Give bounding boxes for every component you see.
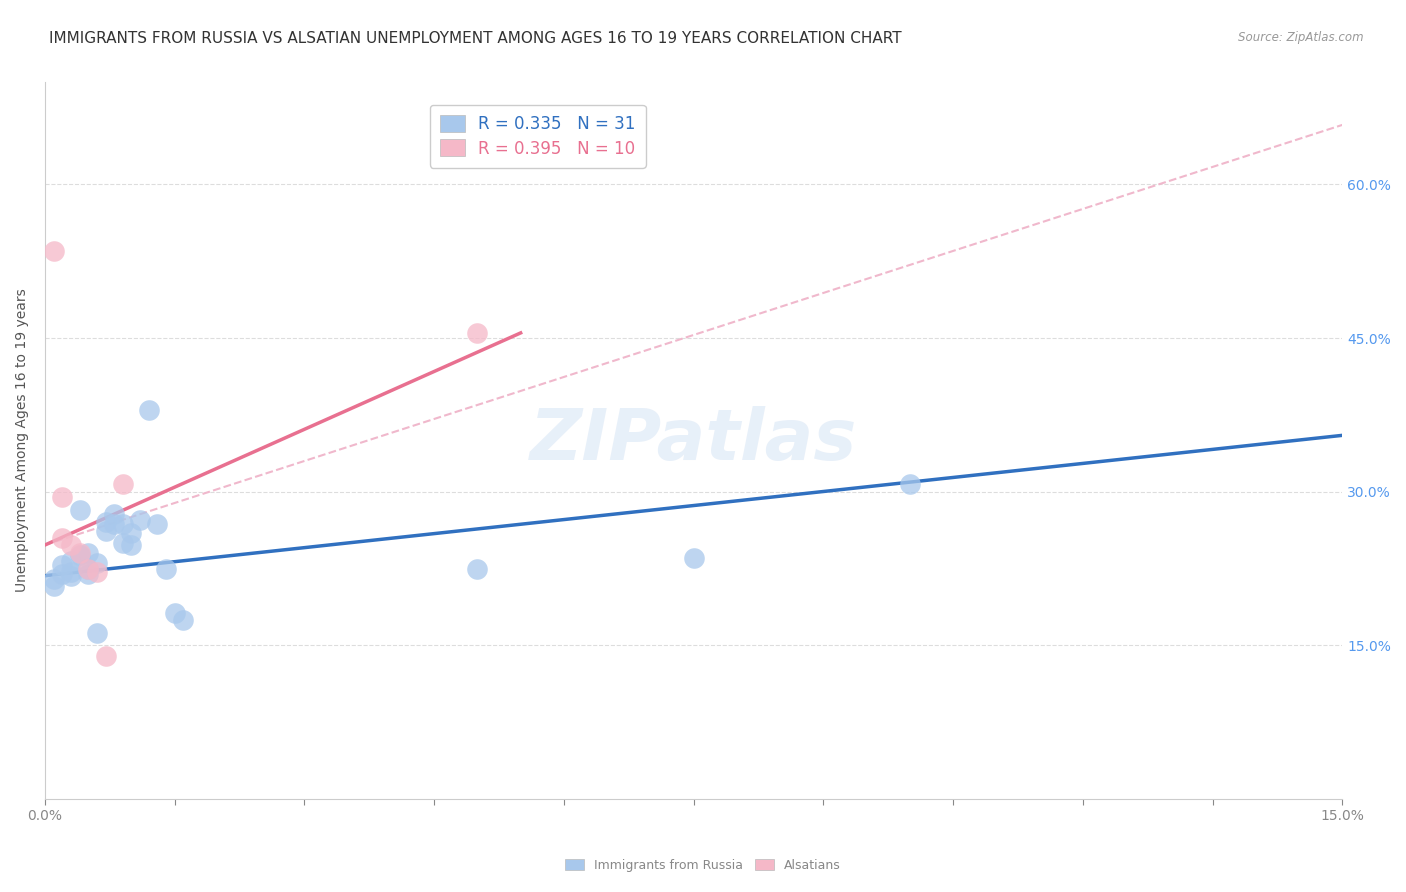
Point [69, 548, 91, 562]
Point [42, 572, 65, 586]
Point [111, 476, 134, 491]
Point [86, 565, 108, 579]
Point [42, 244, 65, 258]
Point [155, 561, 177, 575]
Point [59, 538, 82, 552]
Legend: Immigrants from Russia, Alsatians: Immigrants from Russia, Alsatians [560, 854, 846, 877]
Point [86, 557, 108, 571]
Point [172, 613, 194, 627]
Point [59, 565, 82, 579]
Point [467, 326, 489, 340]
Point [898, 476, 921, 491]
Point [138, 402, 160, 417]
Point [77, 561, 100, 575]
Point [111, 517, 134, 532]
Point [94, 516, 117, 530]
Point [51, 558, 73, 573]
Y-axis label: Unemployment Among Ages 16 to 19 years: Unemployment Among Ages 16 to 19 years [15, 289, 30, 592]
Point [467, 561, 489, 575]
Point [120, 525, 142, 540]
Point [77, 561, 100, 575]
Point [163, 606, 186, 620]
Point [682, 551, 704, 566]
Point [111, 536, 134, 550]
Point [86, 626, 108, 640]
Text: ZIPatlas: ZIPatlas [530, 406, 858, 475]
Point [51, 490, 73, 504]
Point [94, 524, 117, 538]
Point [51, 531, 73, 545]
Point [69, 546, 91, 560]
Point [59, 554, 82, 568]
Point [94, 648, 117, 663]
Point [103, 508, 125, 522]
Point [42, 579, 65, 593]
Point [59, 568, 82, 582]
Point [103, 517, 125, 532]
Point [77, 566, 100, 581]
Point [120, 538, 142, 552]
Point [129, 513, 152, 527]
Point [77, 546, 100, 560]
Legend: R = 0.335   N = 31, R = 0.395   N = 10: R = 0.335 N = 31, R = 0.395 N = 10 [430, 104, 645, 168]
Text: IMMIGRANTS FROM RUSSIA VS ALSATIAN UNEMPLOYMENT AMONG AGES 16 TO 19 YEARS CORREL: IMMIGRANTS FROM RUSSIA VS ALSATIAN UNEMP… [49, 31, 901, 46]
Point [69, 503, 91, 517]
Text: Source: ZipAtlas.com: Source: ZipAtlas.com [1239, 31, 1364, 45]
Point [146, 517, 169, 532]
Point [51, 566, 73, 581]
